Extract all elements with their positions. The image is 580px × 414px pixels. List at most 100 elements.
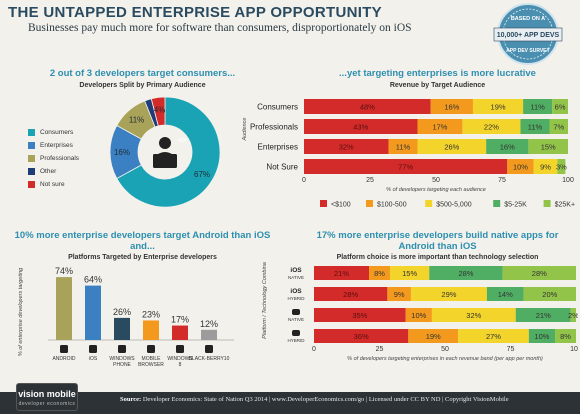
platform-label: iOS xyxy=(290,288,302,295)
legend-swatch xyxy=(366,200,373,207)
badge-ribbon xyxy=(493,27,563,42)
pie-legend-professionals: Professionals xyxy=(28,155,79,162)
x-tick-label: 25 xyxy=(366,177,374,184)
bar-value-label: 10% xyxy=(534,332,549,341)
legend-label: $25K+ xyxy=(555,202,575,209)
x-tick-label: 25 xyxy=(376,346,384,353)
legend-swatch xyxy=(28,129,35,136)
bar-value-label: 21% xyxy=(536,311,551,320)
legend-swatch xyxy=(425,200,433,207)
pie-value-label: 67% xyxy=(194,170,210,179)
legend-label: Not sure xyxy=(40,181,65,188)
revenue-subtitle: Revenue by Target Audience xyxy=(389,82,486,89)
legend-swatch xyxy=(28,181,35,188)
category-label: Enterprises xyxy=(258,143,298,152)
x-tick-label: 0 xyxy=(312,346,316,353)
page-title: THE UNTAPPED ENTERPRISE APP OPPORTUNITY xyxy=(8,4,382,21)
bar-value-label: 29% xyxy=(441,290,456,299)
legend-label: Consumers xyxy=(40,129,74,136)
technology-label: HYBRID xyxy=(287,338,305,343)
platform-label: PHONE xyxy=(113,362,131,368)
visionmobile-logo: vision mobile developer economics xyxy=(16,383,78,411)
bar-value-label: 74% xyxy=(55,266,73,276)
x-tick-label: 100 xyxy=(570,346,578,353)
bar-value-label: 7% xyxy=(553,123,564,132)
x-tick-label: 50 xyxy=(432,177,440,184)
x-axis-label: % of developers targeting each audience xyxy=(386,187,486,193)
bar-segment xyxy=(387,287,411,301)
pie-value-label: 4% xyxy=(154,105,166,114)
pie-value-label: 16% xyxy=(114,148,130,157)
platform-bar xyxy=(172,325,188,340)
bar-value-label: 12% xyxy=(200,319,218,329)
legend-swatch xyxy=(28,155,35,162)
y-axis-label: Platform / Technology Combination xyxy=(262,262,268,339)
platform-label: ANDROID xyxy=(52,356,75,362)
platform-bar xyxy=(85,285,101,340)
legend-swatch xyxy=(543,200,551,207)
bar-value-label: 16% xyxy=(444,103,459,112)
developer-head-icon xyxy=(159,137,171,149)
pie-slice-consumers xyxy=(116,96,221,208)
bar-segment xyxy=(388,139,418,154)
bar-value-label: 20% xyxy=(542,290,557,299)
footer-bar xyxy=(0,392,580,414)
pie-legend-consumers: Consumers xyxy=(28,129,73,136)
bar-segment xyxy=(555,329,576,343)
bar-value-label: 14% xyxy=(498,290,513,299)
source-text: Developer Economics: State of Nation Q3 … xyxy=(142,396,509,403)
bar-value-label: 48% xyxy=(360,103,375,112)
bar-value-label: 10% xyxy=(411,311,426,320)
bar-segment xyxy=(430,99,473,114)
pie-slice-not-sure xyxy=(150,96,166,127)
bar-value-label: 22% xyxy=(484,123,499,132)
survey-badge: BASED ON A 10,000+ APP DEVS APP DEV SURV… xyxy=(493,3,563,65)
bar-value-label: 17% xyxy=(171,315,189,325)
category-label: Professionals xyxy=(250,123,298,132)
bar-value-label: 32% xyxy=(339,143,354,152)
bar-segment xyxy=(314,329,409,343)
bar-segment xyxy=(410,287,487,301)
revenue-title: ...yet targeting enterprises is more luc… xyxy=(339,68,536,79)
platform-label: BLACK-BERRY10 xyxy=(189,356,230,362)
bar-value-label: 64% xyxy=(84,275,102,285)
bar-value-label: 28% xyxy=(458,269,473,278)
platforms-title: 10% more enterprise developers target An… xyxy=(14,230,271,252)
badge-main-text: 10,000+ APP DEVS xyxy=(497,32,560,39)
x-tick-label: 50 xyxy=(441,346,449,353)
bar-value-label: 23% xyxy=(142,309,160,319)
x-tick-label: 100 xyxy=(562,177,574,184)
bar-value-label: 26% xyxy=(444,143,459,152)
bar-value-label: 15% xyxy=(402,269,417,278)
platform-icon xyxy=(60,345,68,353)
platform-label: 8 xyxy=(179,362,182,368)
bar-value-label: 11% xyxy=(528,123,543,132)
bar-segment xyxy=(389,266,430,280)
bar-segment xyxy=(549,119,568,134)
legend-swatch xyxy=(493,200,501,207)
platform-label: WINDOWS xyxy=(167,356,193,362)
bar-segment xyxy=(472,99,524,114)
bar-segment xyxy=(533,159,558,174)
logo-text: vision mobile xyxy=(18,389,76,399)
legend-label: $100-500 xyxy=(377,202,407,209)
bar-value-label: 27% xyxy=(486,332,501,341)
badge-top-text: BASED ON A xyxy=(511,16,545,22)
legend-swatch xyxy=(28,168,35,175)
platform-icon xyxy=(147,345,155,353)
bar-segment xyxy=(515,308,571,322)
bar-segment xyxy=(502,266,576,280)
legend-label: Other xyxy=(40,168,57,175)
legend-label: $500-5,000 xyxy=(436,202,472,209)
bar-segment xyxy=(304,139,389,154)
bar-segment xyxy=(528,139,568,154)
legend-swatch xyxy=(320,200,327,207)
bar-value-label: 11% xyxy=(396,143,411,152)
bar-value-label: 6% xyxy=(555,103,566,112)
footer-source: Source: Developer Economics: State of Na… xyxy=(120,396,509,403)
legend-label: Professionals xyxy=(40,155,80,162)
bar-segment xyxy=(304,99,431,114)
bar-value-label: 35% xyxy=(352,311,367,320)
bar-segment xyxy=(405,308,432,322)
